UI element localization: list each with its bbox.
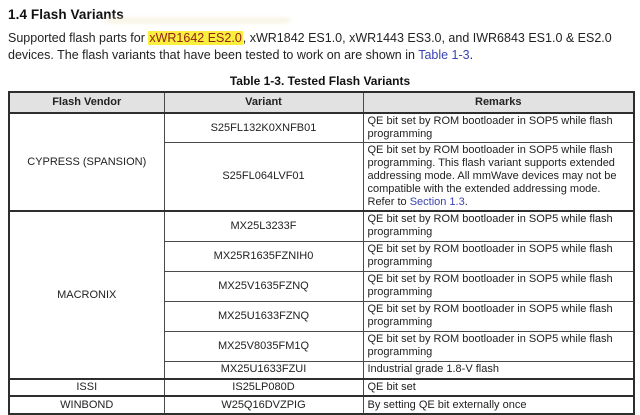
remark-cell: QE bit set by ROM bootloader in SOP5 whi… [362, 112, 635, 143]
highlighted-device-text: xWR1642 ES2.0 [148, 31, 243, 45]
intro-text-start: Supported flash parts for [8, 31, 149, 45]
section-heading: 1.4 Flash Variants [8, 7, 124, 22]
vendor-group-cypress: CYPRESS (SPANSION) S25FL132K0XNFB01 QE b… [8, 112, 635, 212]
vendor-group-winbond: WINBOND W25Q16DVZPIG By setting QE bit e… [8, 395, 635, 415]
vendor-cell-winbond: WINBOND [8, 395, 165, 415]
table-header-row: Flash Vendor Variant Remarks [8, 91, 635, 114]
table-row: MACRONIX MX25L3233F QE bit set by ROM bo… [8, 210, 635, 380]
tested-flash-variants-table: Flash Vendor Variant Remarks CYPRESS (SP… [8, 91, 635, 415]
intro-paragraph: Supported flash parts for xWR1642 ES2.0,… [8, 30, 632, 64]
vendor-group-macronix: MACRONIX MX25L3233F QE bit set by ROM bo… [8, 210, 635, 380]
variant-cell: S25FL064LVF01 [163, 142, 364, 212]
remark-text: QE bit set by ROM bootloader in SOP5 whi… [367, 144, 617, 208]
variant-cell: S25FL132K0XNFB01 [163, 112, 364, 143]
table-row: CYPRESS (SPANSION) S25FL132K0XNFB01 QE b… [8, 112, 635, 212]
vendor-cell-macronix: MACRONIX [8, 210, 165, 380]
table-1-3-link[interactable]: Table 1-3 [418, 48, 470, 62]
variant-cell: IS25LP080D [163, 378, 364, 397]
remark-text-suffix: . [464, 196, 468, 208]
remark-cell: QE bit set by ROM bootloader in SOP5 whi… [362, 240, 635, 272]
vendor-cell-cypress: CYPRESS (SPANSION) [8, 112, 165, 212]
variant-cell: MX25U1633FZNQ [163, 300, 364, 332]
remark-cell: By setting QE bit externally once [362, 395, 635, 415]
table-row: MX25U1633FZUI Industrial grade 1.8-V fla… [9, 360, 635, 380]
variant-cell: MX25L3233F [163, 210, 364, 242]
col-header-variant: Variant [163, 91, 364, 114]
table-row: WINBOND W25Q16DVZPIG By setting QE bit e… [8, 395, 635, 415]
remark-cell: QE bit set by ROM bootloader in SOP5 whi… [362, 142, 635, 212]
col-header-flash-vendor: Flash Vendor [8, 91, 165, 114]
variant-cell: MX25V1635FZNQ [163, 270, 364, 302]
intro-text-middle: , xWR1842 ES1.0, xWR1443 ES3.0, and IWR6… [8, 31, 612, 62]
table-caption: Table 1-3. Tested Flash Variants [229, 74, 411, 88]
remark-cell: QE bit set by ROM bootloader in SOP5 whi… [362, 210, 635, 242]
variant-cell: MX25V8035FM1Q [163, 330, 364, 362]
col-header-remarks: Remarks [362, 91, 635, 114]
table-row: MX25U1633FZNQ QE bit set by ROM bootload… [9, 300, 635, 332]
table-row: MX25R1635FZNIH0 QE bit set by ROM bootlo… [9, 240, 635, 272]
variant-cell: MX25R1635FZNIH0 [163, 240, 364, 272]
vendor-cell-issi: ISSI [8, 378, 165, 397]
remark-cell: QE bit set by ROM bootloader in SOP5 whi… [362, 300, 635, 332]
intro-text-end: . [469, 48, 474, 62]
table-row: S25FL064LVF01 QE bit set by ROM bootload… [9, 142, 635, 212]
remark-cell: QE bit set [362, 378, 635, 397]
table-row: MX25V8035FM1Q QE bit set by ROM bootload… [9, 330, 635, 362]
variant-cell: W25Q16DVZPIG [163, 395, 364, 415]
table-row: ISSI IS25LP080D QE bit set [8, 378, 635, 397]
remark-cell: QE bit set by ROM bootloader in SOP5 whi… [362, 270, 635, 302]
variant-cell: MX25U1633FZUI [163, 360, 364, 380]
remark-cell: Industrial grade 1.8-V flash [362, 360, 635, 380]
section-1-3-link[interactable]: Section 1.3 [409, 196, 465, 208]
vendor-group-issi: ISSI IS25LP080D QE bit set [8, 378, 635, 397]
remark-cell: QE bit set by ROM bootloader in SOP5 whi… [362, 330, 635, 362]
